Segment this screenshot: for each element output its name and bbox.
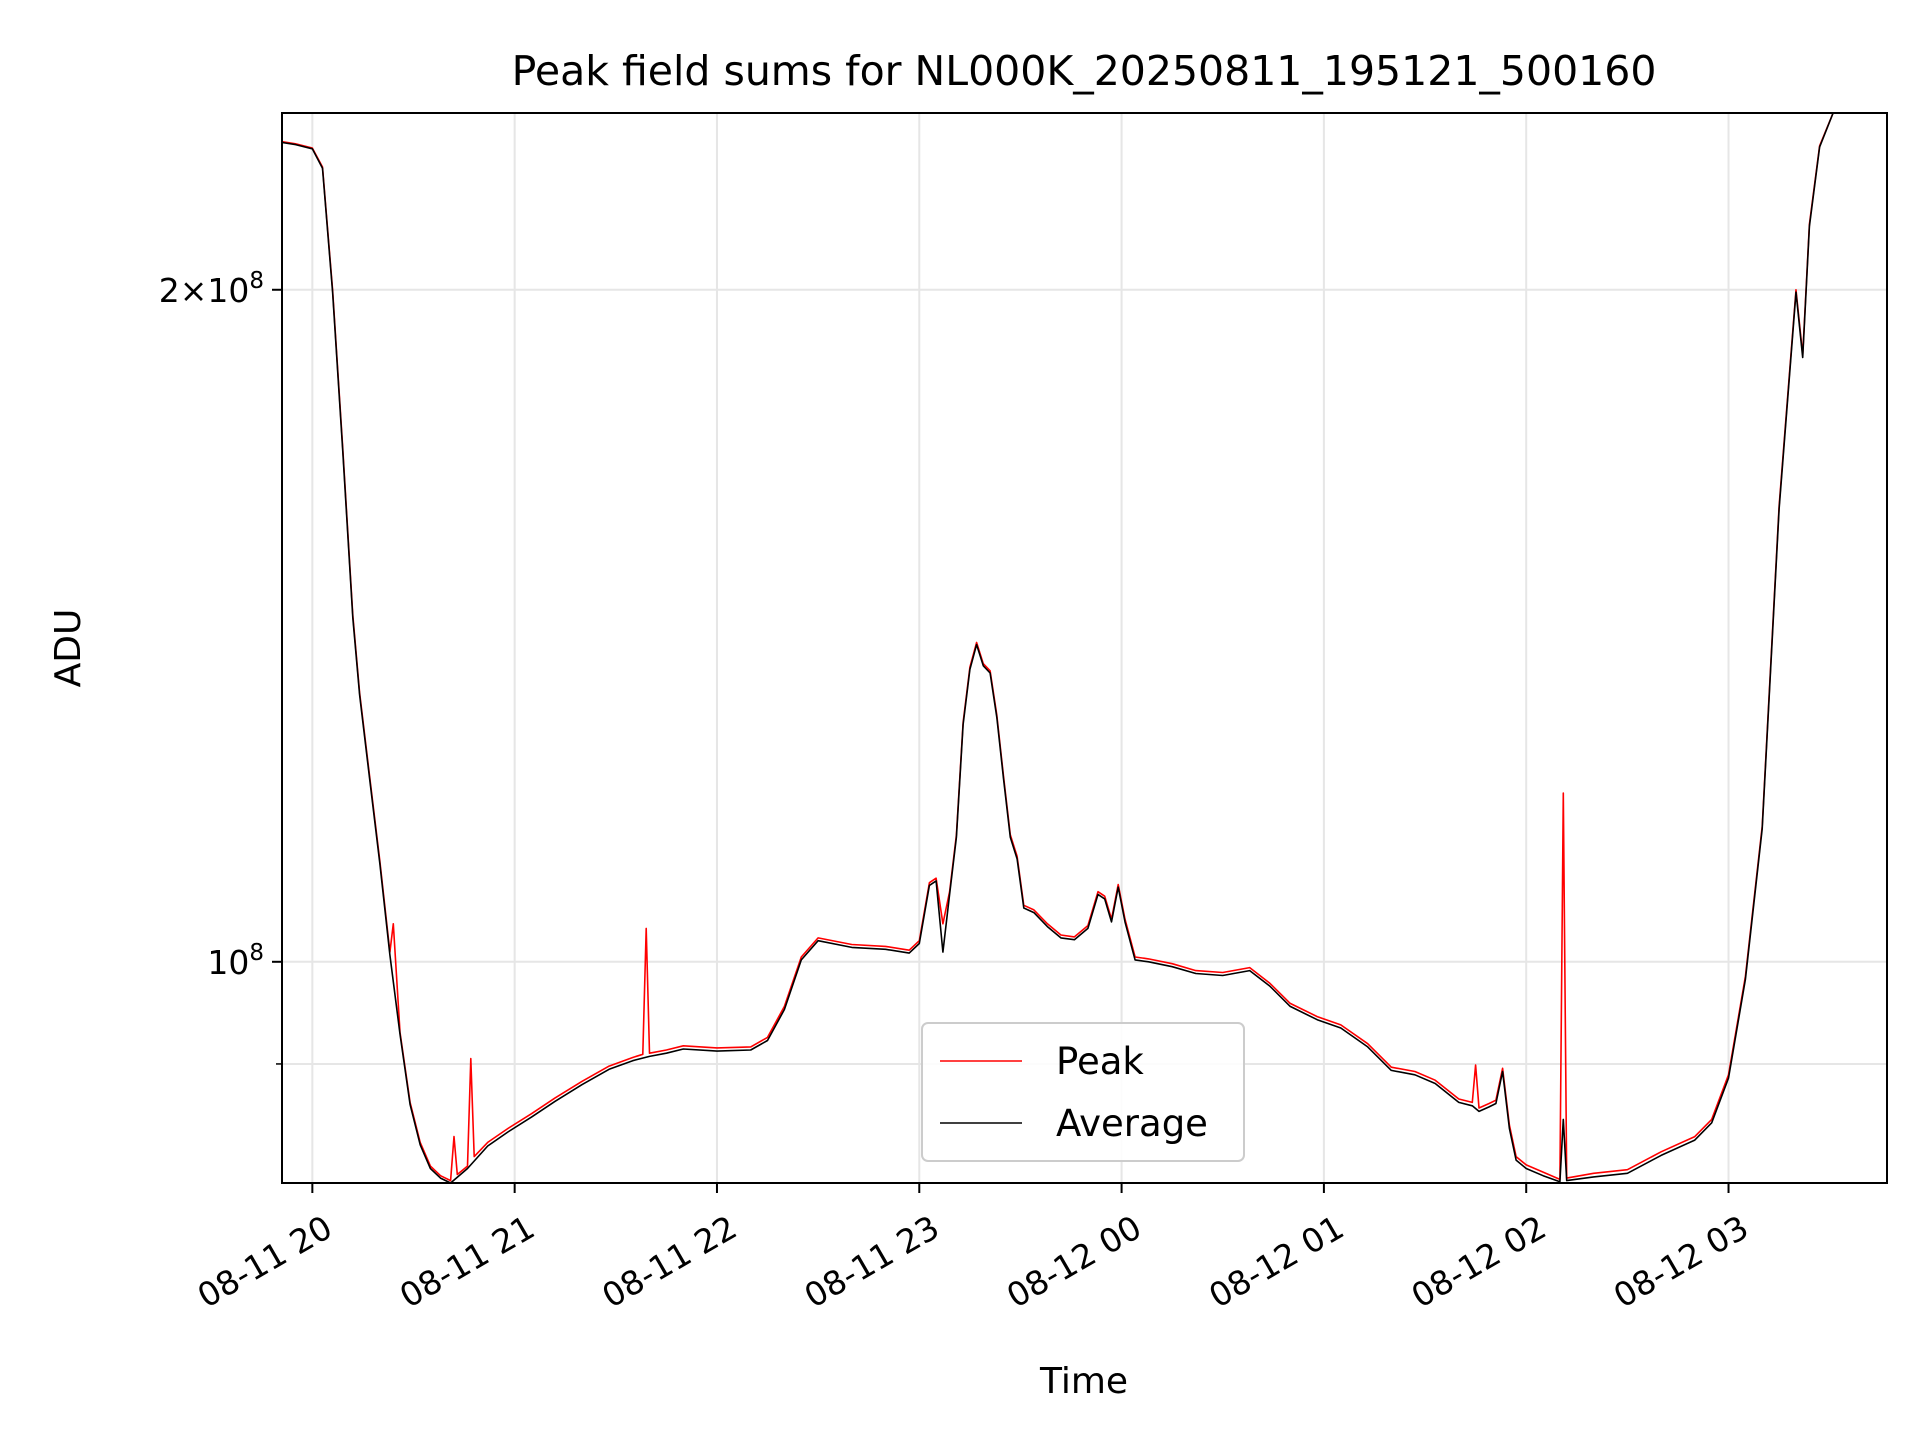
legend-box (921, 1022, 1245, 1162)
y-tick-label: 2×108 (159, 268, 264, 310)
chart-title: Peak field sums for NL000K_20250811_1951… (512, 47, 1657, 95)
y-tick-label: 108 (207, 940, 264, 982)
x-axis-label: Time (1039, 1361, 1128, 1402)
series-layer (281, 112, 1887, 1184)
y-axis-label: ADU (48, 609, 89, 688)
series-line-average (281, 112, 1887, 1184)
plot-frame (281, 112, 1888, 1184)
legend: Peak Average (921, 1022, 1245, 1162)
grid (282, 113, 1887, 1183)
legend-label-peak: Peak (1056, 1040, 1144, 1083)
legend-label-average: Average (1056, 1102, 1208, 1145)
